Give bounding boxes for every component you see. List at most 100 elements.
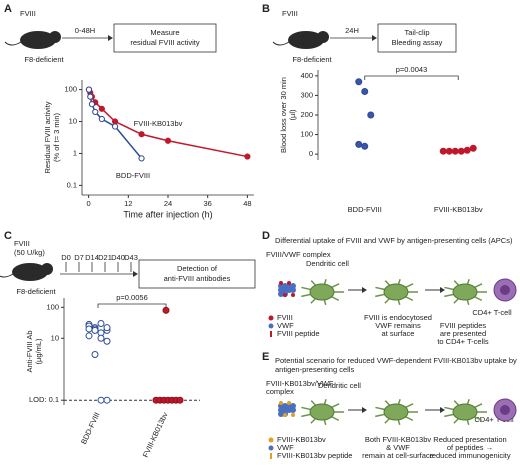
fviii xyxy=(291,293,295,297)
y-axis-label: Anti-FVIII Ab xyxy=(25,330,34,372)
mouse-tail xyxy=(272,41,290,46)
mouse-tail xyxy=(0,273,14,278)
panel-label: A xyxy=(4,3,12,15)
legend-marker xyxy=(268,315,274,321)
point xyxy=(164,137,172,144)
point xyxy=(244,153,251,160)
series-label: FVIII-KB013bv xyxy=(134,119,183,128)
panel-label: C xyxy=(4,230,12,242)
point xyxy=(111,123,119,130)
dot xyxy=(439,147,447,155)
complex-label: FVIII-KB013bv/VWF xyxy=(266,379,334,388)
y-tick-label: 0.1 xyxy=(67,180,77,189)
y-tick-label: 100 xyxy=(64,85,77,94)
y-tick-label: 400 xyxy=(300,71,313,80)
vwf xyxy=(290,287,296,293)
box-text: Detection of xyxy=(177,264,218,273)
dot xyxy=(355,140,363,148)
fviii xyxy=(279,401,283,405)
point xyxy=(111,118,119,125)
box xyxy=(138,259,256,289)
x-tick-label: 24 xyxy=(164,199,172,208)
legend-entry: FVIII xyxy=(277,313,293,322)
step-text: Both FVIII-KB013bv xyxy=(365,435,432,444)
bracket xyxy=(364,75,459,80)
arrowhead xyxy=(440,407,445,413)
y-tick-label: 1 xyxy=(73,148,77,157)
point xyxy=(138,131,145,138)
p-value: p=0.0043 xyxy=(396,65,428,74)
tcell-nucleus xyxy=(500,285,510,295)
day-label: D43 xyxy=(124,253,138,262)
bracket xyxy=(97,303,167,308)
complex-label: FVIII/VWF complex xyxy=(266,250,331,259)
point xyxy=(87,93,94,100)
y-tick-label: 100 xyxy=(46,302,59,311)
legend-entry: FVIII-KB013bv xyxy=(277,435,326,444)
arrowhead xyxy=(362,287,367,293)
mouse-head xyxy=(49,31,61,43)
panel-label: E xyxy=(262,351,269,363)
tcell-nucleus xyxy=(500,405,510,415)
dot xyxy=(361,88,369,96)
legend-entry: VWF xyxy=(277,443,294,452)
dot xyxy=(162,306,170,314)
arrowhead xyxy=(362,407,367,413)
mouse-head xyxy=(41,263,53,275)
drug: (50 U/kg) xyxy=(14,248,45,257)
category-label: FVIII-KB013bv xyxy=(141,411,170,459)
day-label: D7 xyxy=(74,253,84,262)
dot xyxy=(457,147,465,155)
mouse-head xyxy=(317,31,329,43)
legend-marker xyxy=(268,323,274,329)
y-tick-label: 300 xyxy=(300,90,313,99)
mouse-tail xyxy=(4,41,22,46)
mouse xyxy=(288,31,324,49)
fviii xyxy=(291,413,295,417)
category-label: BDD-FVIII xyxy=(79,411,102,446)
y-axis-label: (µg/mL) xyxy=(34,338,43,364)
y-axis-label: Blood loss over 30 min xyxy=(279,77,288,153)
step-text: FVIII is endocytosed xyxy=(364,313,432,322)
step-text: are presented xyxy=(440,329,486,338)
box-text: Measure xyxy=(150,28,179,37)
drug: FVIII xyxy=(14,239,30,248)
legend-marker xyxy=(270,331,272,337)
step-text: & VWF xyxy=(386,443,410,452)
tcell-label: CD4+ T-cell xyxy=(472,308,512,317)
cell-label: Dendritic cell xyxy=(318,381,361,390)
y-tick-label: 0 xyxy=(309,149,313,158)
legend-entry: FVIII-KB013bv peptide xyxy=(277,451,352,460)
p-value: p=0.0056 xyxy=(116,293,148,302)
arrowhead xyxy=(440,287,445,293)
y-tick-label: 100 xyxy=(300,130,313,139)
legend-entry: VWF xyxy=(277,321,294,330)
box-text: anti-FVIII antibodies xyxy=(164,274,231,283)
dendritic-cell xyxy=(452,403,478,421)
dot xyxy=(85,325,93,333)
cell-label: Dendritic cell xyxy=(306,259,349,268)
step-text: to CD4+ T-cells xyxy=(437,337,489,346)
dot xyxy=(469,144,477,152)
time: 24H xyxy=(345,26,359,35)
dendritic-cell xyxy=(383,283,409,301)
day-label: D40 xyxy=(111,253,125,262)
dot xyxy=(451,147,459,155)
dot xyxy=(176,396,184,404)
box xyxy=(377,23,457,53)
panel-label: B xyxy=(262,3,270,15)
diagram-title: antigen-presenting cells xyxy=(275,365,354,374)
box-text: Bleeding assay xyxy=(392,38,443,47)
step-text: reduced immunogenicity xyxy=(429,451,511,460)
category-label: BDD-FVIII xyxy=(348,205,382,214)
category-label: FVIII-KB013bv xyxy=(434,205,483,214)
x-tick-label: 0 xyxy=(87,199,91,208)
arrowhead xyxy=(372,35,377,41)
point xyxy=(92,108,99,116)
x-tick-label: 48 xyxy=(243,199,251,208)
y-tick-label: 10 xyxy=(51,333,59,342)
dot xyxy=(445,147,453,155)
dot xyxy=(361,142,369,150)
y-tick-label: LOD: 0.1 xyxy=(29,395,59,404)
